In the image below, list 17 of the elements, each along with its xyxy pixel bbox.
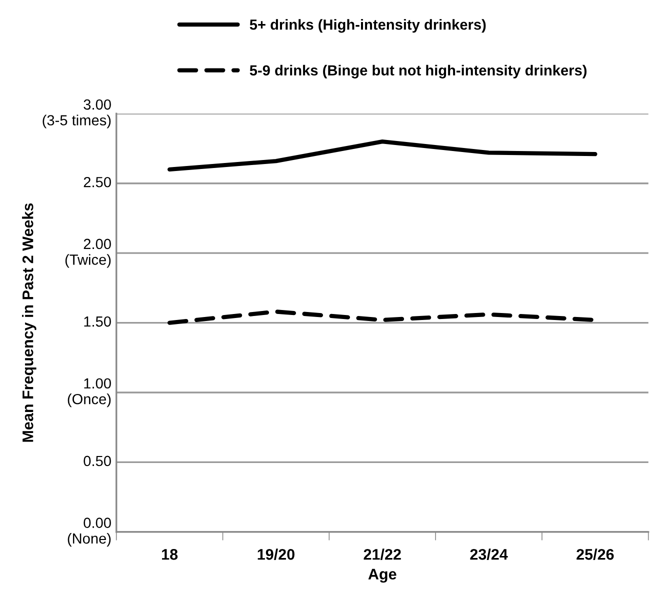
legend-label: 5+ drinks (High-intensity drinkers) [250,19,486,33]
line-series [167,139,598,172]
x-tick-label: 18 [162,549,178,560]
y-tick-label: 0.00 (None) [68,518,111,547]
y-axis-title: Mean Frequency in Past 2 Weeks [22,203,36,442]
legend-label: 5-9 drinks (Binge but not high-intensity drinkers) [250,64,587,78]
y-tick-label: 2.00 (Twice) [65,238,111,268]
x-axis-title: Age [368,568,396,583]
y-tick-label: 0.50 [84,456,111,466]
x-tick-label: 21/22 [364,548,401,560]
x-tick-label: 23/24 [470,548,508,560]
y-tick-label: 3.00 (3-5 times) [42,99,111,128]
x-tick-label: 19/20 [258,548,294,560]
y-tick-label: 2.50 [84,176,111,188]
y-tick-label: 1.00 (Once) [68,378,111,408]
x-tick-label: 25/26 [576,548,614,560]
y-tick-label: 1.50 [84,316,111,327]
